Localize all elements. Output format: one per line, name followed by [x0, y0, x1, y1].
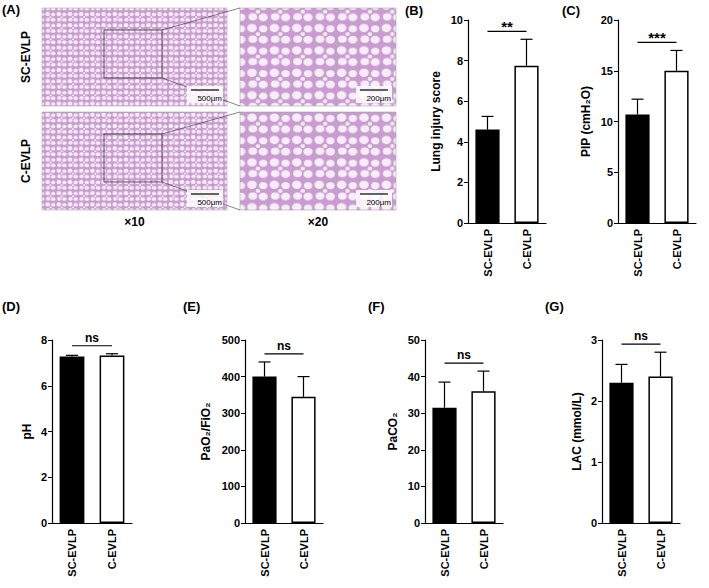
svg-text:500: 500: [222, 334, 240, 346]
svg-text:ns: ns: [634, 329, 648, 343]
svg-text:6: 6: [41, 380, 47, 392]
svg-text:PaO₂/FiO₂: PaO₂/FiO₂: [199, 402, 213, 460]
svg-text:SC-EVLP: SC-EVLP: [66, 529, 78, 577]
svg-text:4: 4: [457, 136, 464, 148]
svg-text:pH: pH: [20, 424, 34, 440]
svg-text:SC-EVLP: SC-EVLP: [482, 229, 494, 277]
svg-text:8: 8: [457, 55, 463, 67]
svg-text:0: 0: [234, 517, 240, 529]
svg-text:100: 100: [222, 480, 240, 492]
svg-text:(E): (E): [183, 299, 200, 314]
svg-text:(D): (D): [2, 299, 20, 314]
svg-text:SC-EVLP: SC-EVLP: [259, 529, 271, 577]
svg-text:SC-EVLP: SC-EVLP: [616, 529, 628, 577]
svg-text:**: **: [501, 18, 513, 35]
svg-text:C-EVLP: C-EVLP: [655, 529, 667, 569]
svg-text:2: 2: [41, 471, 47, 483]
svg-text:(A): (A): [2, 2, 20, 17]
svg-text:(B): (B): [405, 3, 423, 18]
svg-text:(G): (G): [545, 299, 564, 314]
svg-text:200μm: 200μm: [366, 94, 391, 103]
svg-text:SC-EVLP: SC-EVLP: [439, 529, 451, 577]
svg-text:C-EVLP: C-EVLP: [521, 229, 533, 269]
svg-text:15: 15: [601, 65, 613, 77]
svg-text:10: 10: [451, 14, 463, 26]
svg-text:C-EVLP: C-EVLP: [671, 229, 683, 269]
svg-text:2: 2: [591, 395, 597, 407]
svg-text:ns: ns: [277, 339, 291, 353]
svg-text:0: 0: [591, 517, 597, 529]
svg-text:30: 30: [408, 407, 420, 419]
svg-text:C-EVLP: C-EVLP: [106, 529, 118, 569]
svg-text:8: 8: [41, 334, 47, 346]
svg-text:3: 3: [591, 334, 597, 346]
svg-text:6: 6: [457, 95, 463, 107]
svg-text:SC-EVLP: SC-EVLP: [19, 31, 33, 83]
svg-text:0: 0: [41, 517, 47, 529]
svg-text:Lung injury score: Lung injury score: [429, 71, 443, 172]
svg-text:×10: ×10: [124, 215, 145, 229]
svg-text:20: 20: [601, 14, 613, 26]
svg-text:(C): (C): [562, 3, 580, 18]
svg-text:SC-EVLP: SC-EVLP: [632, 229, 644, 277]
svg-text:C-EVLP: C-EVLP: [478, 529, 490, 569]
svg-text:40: 40: [408, 371, 420, 383]
svg-text:×20: ×20: [308, 215, 329, 229]
svg-text:1: 1: [591, 456, 597, 468]
svg-text:0: 0: [457, 217, 463, 229]
svg-text:***: ***: [648, 29, 666, 46]
svg-text:0: 0: [414, 517, 420, 529]
svg-text:10: 10: [408, 480, 420, 492]
svg-text:5: 5: [607, 166, 613, 178]
svg-text:300: 300: [222, 407, 240, 419]
svg-text:PaCO₂: PaCO₂: [386, 412, 400, 450]
svg-text:200μm: 200μm: [366, 198, 391, 207]
svg-text:C-EVLP: C-EVLP: [298, 529, 310, 569]
svg-text:C-EVLP: C-EVLP: [19, 139, 33, 183]
svg-text:0: 0: [607, 217, 613, 229]
svg-text:ns: ns: [457, 348, 471, 362]
svg-text:50: 50: [408, 334, 420, 346]
svg-text:200: 200: [222, 444, 240, 456]
svg-text:500μm: 500μm: [197, 94, 222, 103]
svg-text:PIP (cmH₂O): PIP (cmH₂O): [579, 86, 593, 157]
svg-text:10: 10: [601, 116, 613, 128]
svg-text:(F): (F): [368, 299, 385, 314]
svg-text:2: 2: [457, 176, 463, 188]
svg-text:400: 400: [222, 371, 240, 383]
svg-text:LAC (mmol/L): LAC (mmol/L): [570, 392, 584, 471]
svg-text:4: 4: [41, 426, 48, 438]
svg-text:ns: ns: [85, 331, 99, 345]
svg-text:20: 20: [408, 444, 420, 456]
svg-text:500μm: 500μm: [197, 198, 222, 207]
